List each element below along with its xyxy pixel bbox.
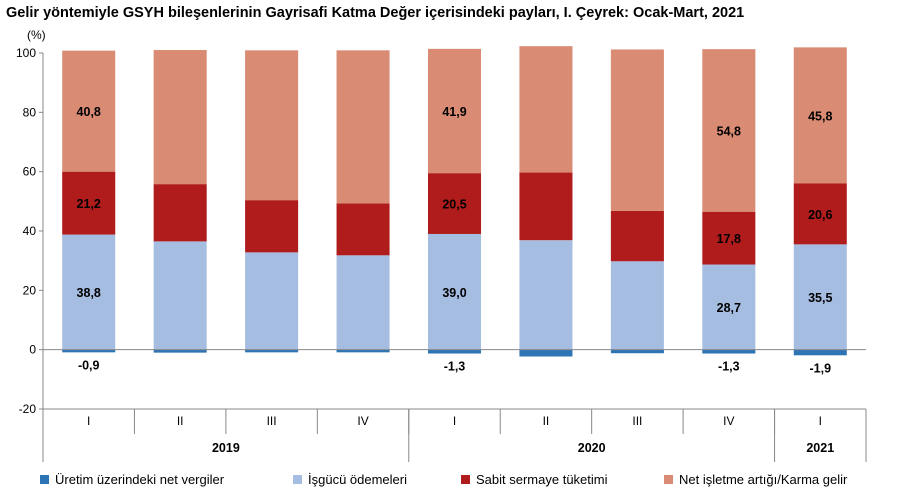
bar-segment (793, 244, 847, 350)
bar-segment (702, 264, 756, 350)
x-tick-label: IV (723, 414, 734, 428)
data-label: 20,5 (442, 198, 466, 212)
x-tick-label: I (819, 414, 822, 428)
y-tick-label: 60 (23, 165, 37, 179)
bar-segment (62, 234, 116, 350)
bar-segment (336, 349, 390, 353)
x-group-label: 2020 (578, 441, 606, 455)
bar-segment (610, 261, 664, 350)
x-group-label: 2019 (212, 441, 240, 455)
legend-swatch (664, 475, 673, 484)
data-label: 21,2 (77, 197, 101, 211)
bar-segment (336, 203, 390, 256)
legend-label: Üretim üzerindeki net vergiler (55, 472, 225, 487)
legend-label: Net işletme artığı/Karma gelir (679, 472, 848, 487)
bar-segment (793, 183, 847, 245)
bar-segment (336, 50, 390, 204)
legend-label: İşgücü ödemeleri (308, 472, 407, 487)
x-tick-label: I (87, 414, 90, 428)
bar-segment (519, 240, 573, 350)
bar-segment (610, 210, 664, 262)
bar-segment (427, 233, 482, 350)
legend-item-net-isletme: Net işletme artığı/Karma gelir (664, 472, 847, 487)
legend-item-net-vergiler: Üretim üzerindeki net vergiler (40, 472, 224, 487)
legend-swatch (40, 475, 49, 484)
y-tick-label: 0 (29, 343, 36, 357)
x-group-label: 2021 (806, 441, 834, 455)
legend-label: Sabit sermaye tüketimi (476, 472, 608, 487)
bar-segment (702, 349, 756, 354)
bar-segment (519, 46, 573, 173)
chart-title: Gelir yöntemiyle GSYH bileşenlerinin Gay… (6, 5, 745, 21)
bar-segment (245, 349, 299, 353)
data-label: -0,9 (78, 358, 100, 372)
data-label: 40,8 (77, 105, 101, 119)
x-tick-label: III (267, 414, 277, 428)
x-tick-label: IV (357, 414, 368, 428)
bar-segment (153, 349, 207, 353)
bar-segment (793, 349, 847, 356)
y-tick-label: 20 (23, 283, 37, 297)
bar-segment (245, 200, 299, 253)
x-tick-label: II (543, 414, 550, 428)
x-tick-label: III (632, 414, 642, 428)
y-tick-label: 40 (23, 224, 37, 238)
bar-segment (610, 49, 664, 211)
data-label: 35,5 (808, 291, 832, 305)
stacked-bar-chart: -20 0 20 40 60 80 100 -0,9 38,8 21,2 40,8 -1,3 39,0 2… (16, 46, 867, 462)
bar-segment (153, 184, 207, 242)
bar-segment (62, 349, 116, 353)
data-label: -1,3 (444, 360, 466, 374)
data-label: 54,8 (717, 124, 741, 138)
bar-segment (519, 172, 573, 241)
y-tick-label: -20 (19, 402, 37, 416)
x-tick-label: I (453, 414, 456, 428)
bar-segment (519, 349, 573, 357)
legend-item-isgucu: İşgücü ödemeleri (293, 472, 407, 487)
bar-segment (702, 211, 756, 265)
bar-segment (793, 47, 847, 184)
bar-segment (245, 50, 299, 201)
data-label: -1,9 (810, 361, 832, 375)
legend-swatch (461, 475, 470, 484)
y-tick-label: 100 (16, 46, 36, 60)
bar-segment (427, 173, 482, 234)
bar-segment (153, 50, 207, 185)
bar-segment (245, 252, 299, 350)
legend-swatch (293, 475, 302, 484)
data-label: 39,0 (442, 286, 466, 300)
bar-segment (336, 255, 390, 350)
bar-segment (610, 349, 664, 354)
data-label: 45,8 (808, 109, 832, 123)
y-tick-label: 80 (23, 105, 37, 119)
bar-segment (427, 48, 482, 174)
data-label: 17,8 (717, 232, 741, 246)
bar-segment (62, 50, 116, 172)
y-axis-unit: (%) (27, 28, 46, 42)
data-label: 28,7 (717, 301, 741, 315)
x-tick-label: II (177, 414, 184, 428)
bar-segment (153, 241, 207, 350)
data-label: 41,9 (442, 105, 466, 119)
bar-segment (702, 49, 756, 212)
bar-segment (427, 349, 482, 354)
data-label: 20,6 (808, 208, 832, 222)
legend: Üretim üzerindeki net vergiler İşgücü öd… (40, 472, 900, 492)
legend-item-sabit-sermaye: Sabit sermaye tüketimi (461, 472, 608, 487)
data-label: -1,3 (718, 360, 740, 374)
data-label: 38,8 (77, 286, 101, 300)
bar-segment (62, 171, 116, 235)
